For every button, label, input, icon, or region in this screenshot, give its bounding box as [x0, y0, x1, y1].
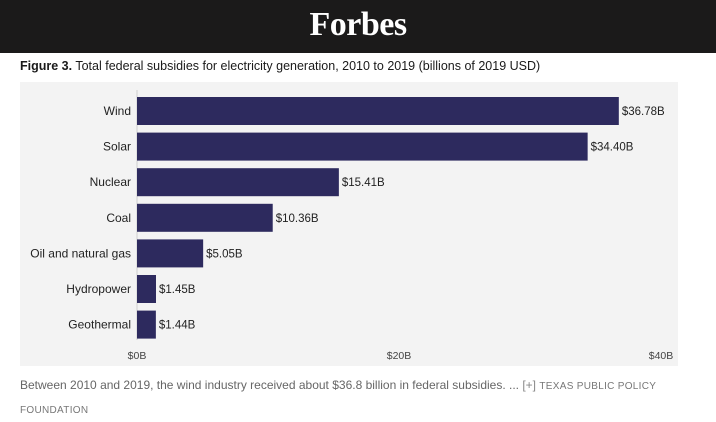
image-caption: Between 2010 and 2019, the wind industry… [20, 374, 696, 422]
bar-wind [137, 97, 619, 125]
caption-text: Between 2010 and 2019, the wind industry… [20, 378, 519, 392]
bar-solar [137, 132, 588, 161]
bar-oil-and-natural-gas [137, 239, 204, 268]
data-label-solar: $34.40B [591, 142, 634, 154]
bar-hydropower [137, 275, 156, 303]
data-label-nuclear: $15.41B [342, 177, 385, 189]
category-label-solar: Solar [103, 140, 131, 154]
figure-title-text: Total federal subsidies for electricity … [75, 59, 541, 73]
data-label-oil-and-natural-gas: $5.05B [206, 248, 243, 260]
caption-expand-button[interactable]: [+] [522, 378, 537, 392]
data-label-geothermal: $1.44B [159, 320, 196, 332]
forbes-logo[interactable]: Forbes [309, 6, 407, 43]
category-label-oil-and-natural-gas: Oil and natural gas [30, 246, 131, 260]
category-label-nuclear: Nuclear [90, 175, 131, 189]
x-tick-label: $40B [649, 350, 674, 362]
caption-credit: TEXAS PUBLIC POLICY FOUNDATION [20, 381, 657, 416]
figure-title: Figure 3. Total federal subsidies for el… [20, 59, 540, 73]
data-label-wind: $36.78B [622, 106, 665, 118]
forbes-header: Forbes [0, 0, 716, 53]
category-label-hydropower: Hydropower [66, 282, 131, 296]
bar-nuclear [137, 168, 339, 197]
x-tick-label: $0B [128, 350, 147, 362]
figure-label: Figure 3. [20, 59, 73, 73]
category-label-geothermal: Geothermal [68, 318, 131, 332]
bar-geothermal [137, 310, 156, 339]
bar-coal [137, 203, 273, 232]
category-label-wind: Wind [104, 104, 131, 118]
bar-chart: Wind $36.78B Solar $34.40B Nuclear $15.41B Coa… [30, 90, 674, 362]
category-label-coal: Coal [106, 211, 131, 225]
data-label-hydropower: $1.45B [159, 284, 196, 296]
x-tick-label: $20B [387, 350, 412, 362]
data-label-coal: $10.36B [276, 213, 319, 225]
chart-area: Wind $36.78B Solar $34.40B Nuclear $15.41B Coa… [20, 82, 678, 366]
